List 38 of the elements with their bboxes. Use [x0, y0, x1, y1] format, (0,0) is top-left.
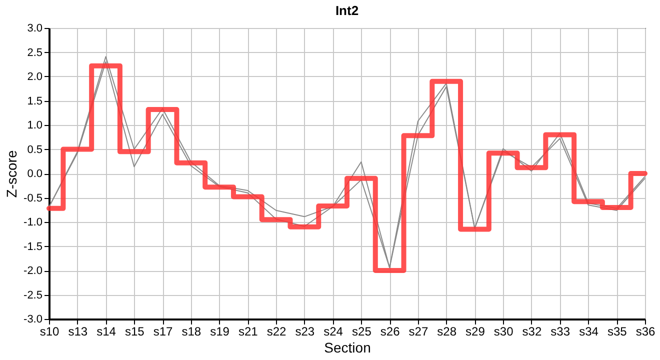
x-tick-label: s10: [40, 324, 60, 338]
y-tick-label: 3.0: [27, 22, 42, 34]
x-tick-label: s17: [153, 324, 174, 338]
x-tick-label: s22: [266, 324, 287, 338]
y-tick-label: -1.0: [24, 216, 42, 228]
x-tick-label: s34: [579, 324, 599, 338]
x-tick-label: s26: [380, 324, 400, 338]
y-tick-label: -2.0: [24, 265, 42, 277]
x-tick-label: s29: [466, 324, 486, 338]
x-tick-label: s21: [238, 324, 258, 338]
y-tick-label: 2.0: [27, 71, 42, 83]
x-tick-label: s33: [550, 324, 570, 338]
x-tick-label: s23: [295, 324, 315, 338]
x-tick-label: s36: [636, 324, 656, 338]
x-tick-label: s24: [324, 324, 344, 338]
y-tick-label: 2.5: [27, 46, 42, 59]
y-tick-label: -2.5: [24, 289, 42, 302]
x-tick-label: s25: [352, 324, 372, 338]
x-axis-title: Section: [324, 340, 371, 356]
y-tick-label: 1.5: [27, 95, 42, 108]
x-tick-label: s18: [182, 324, 202, 338]
y-tick-label: 0.0: [27, 168, 42, 180]
x-tick-label: s28: [437, 324, 457, 338]
y-axis-title: Z-score: [4, 150, 20, 198]
x-tick-label: s15: [124, 324, 145, 338]
y-tick-label: 0.5: [27, 144, 42, 156]
x-tick-label: s27: [408, 324, 428, 338]
x-tick-label: s14: [96, 324, 116, 338]
y-tick-label: -3.0: [24, 314, 42, 326]
chart-title: Int2: [335, 3, 359, 18]
y-tick-label: 1.0: [27, 120, 42, 132]
y-tick-label: -0.5: [24, 192, 42, 204]
x-tick-label: s19: [210, 324, 230, 338]
x-tick-label: s32: [522, 324, 542, 338]
x-tick-label: s13: [68, 324, 88, 338]
y-tick-label: -1.5: [24, 240, 42, 253]
x-tick-label: s30: [494, 324, 514, 338]
x-tick-label: s35: [607, 324, 628, 338]
